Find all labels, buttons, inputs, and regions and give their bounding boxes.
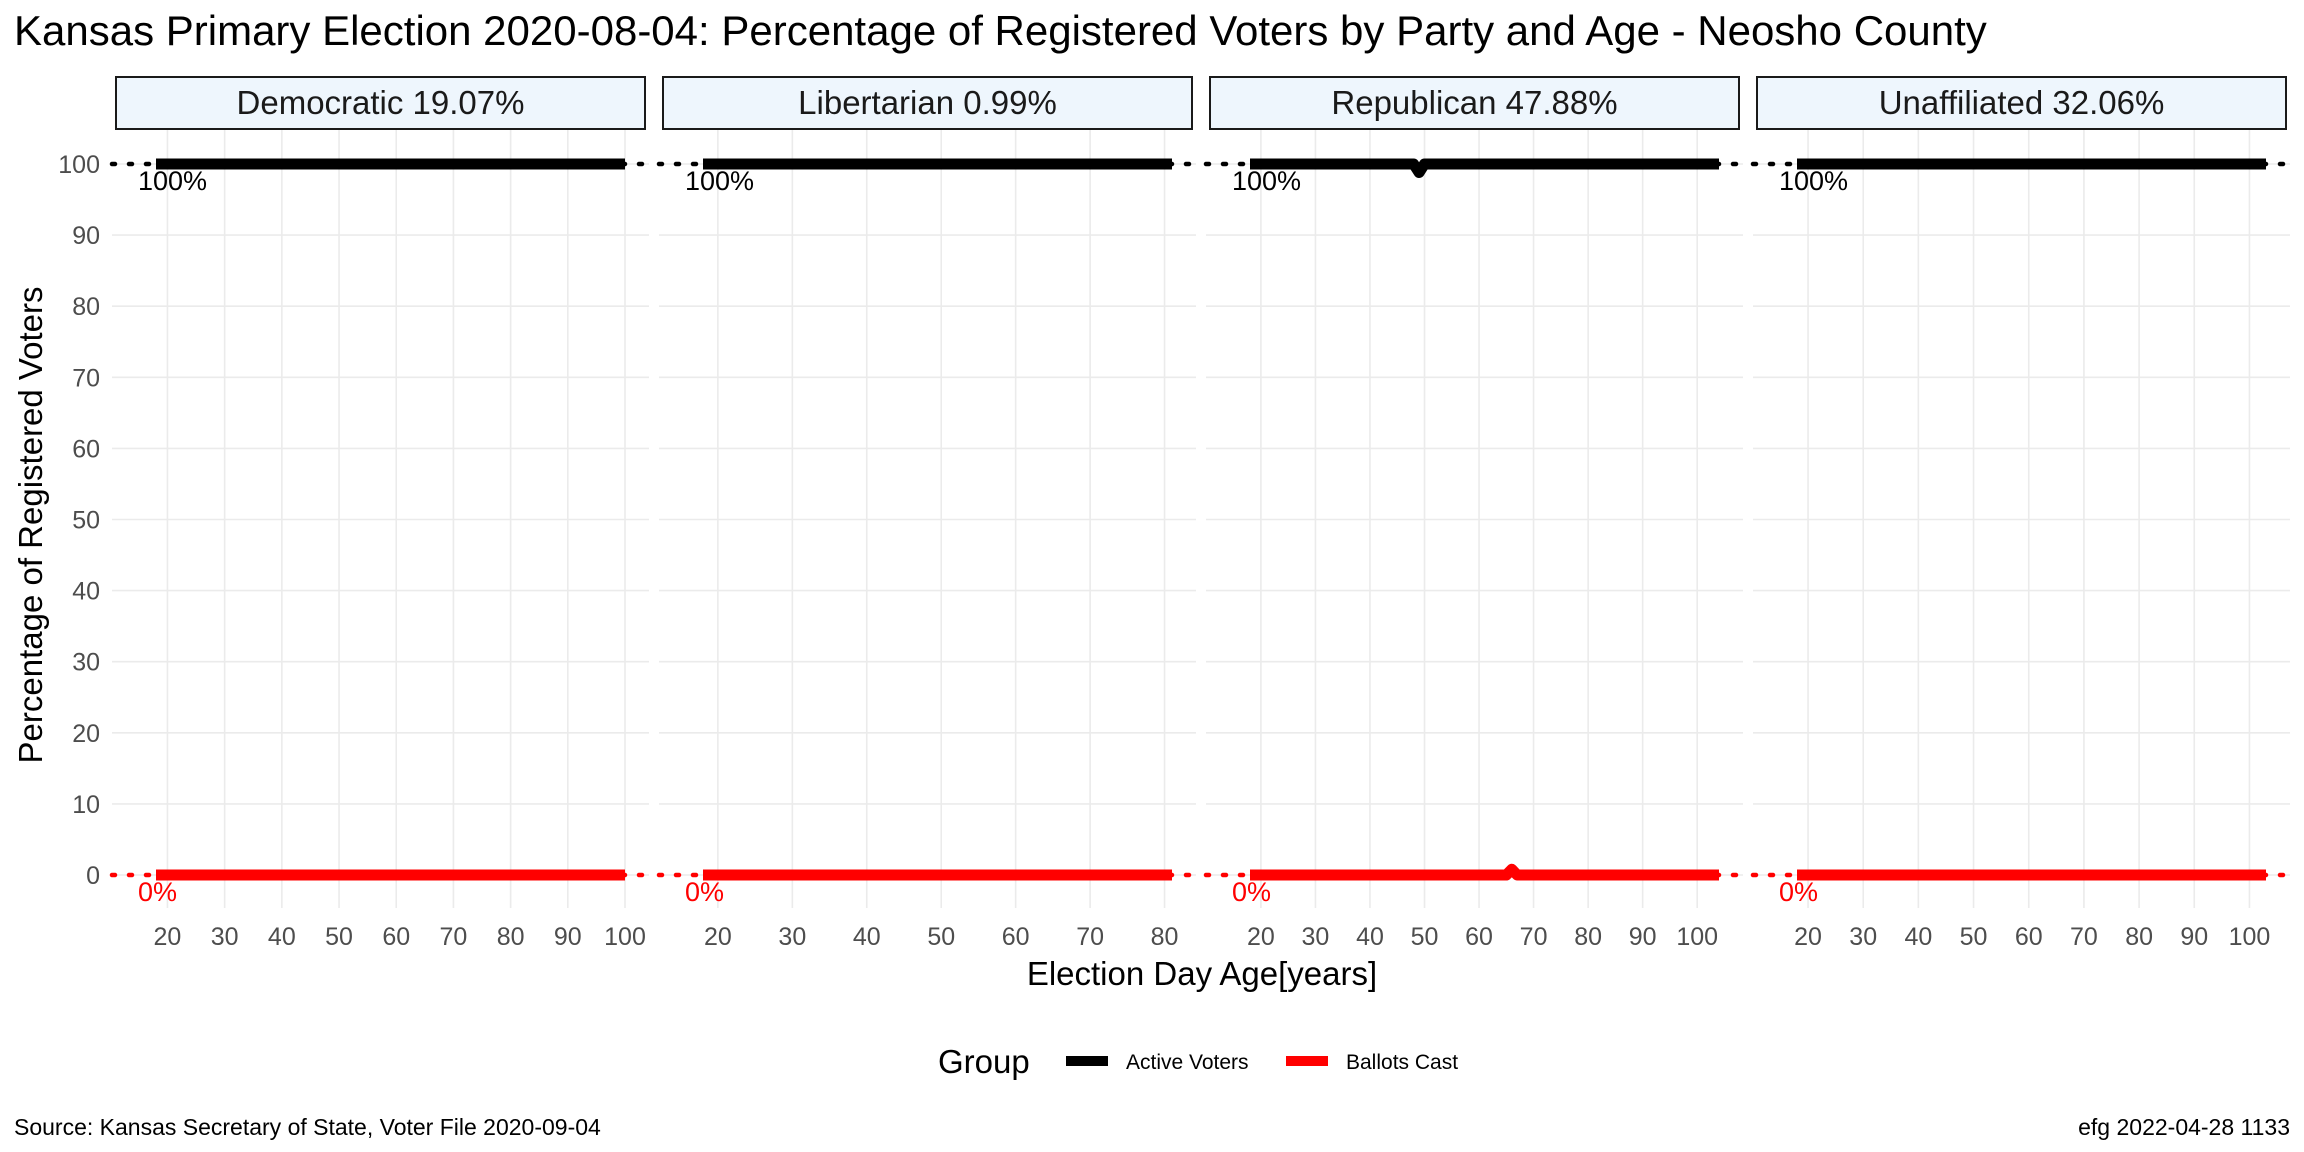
reference-label-100: 100% <box>1779 166 1848 196</box>
caption-credit: efg 2022-04-28 1133 <box>2078 1114 2290 1140</box>
legend-label-ballots-cast: Ballots Cast <box>1346 1051 1458 1074</box>
reference-label-0: 0% <box>138 877 177 907</box>
x-tick-label: 40 <box>268 923 296 951</box>
facet-strip <box>1209 76 1740 130</box>
facet-strip-label: Libertarian 0.99% <box>798 84 1057 121</box>
x-tick-label: 30 <box>778 923 806 951</box>
y-axis: 0 10 20 30 40 50 60 70 80 90 100 <box>58 151 100 890</box>
x-tick-label: 90 <box>554 923 582 951</box>
facet-strip-label: Republican 47.88% <box>1331 84 1617 121</box>
x-tick-label: 80 <box>2125 923 2153 951</box>
x-tick-label: 70 <box>1076 923 1104 951</box>
x-tick-label: 80 <box>1574 923 1602 951</box>
x-tick-label: 100 <box>2229 923 2271 951</box>
facet-panel: Libertarian 0.99% 100% 0% 20 30 40 50 60 70 80 <box>656 76 1199 951</box>
legend-title: Group <box>938 1043 1030 1080</box>
x-tick-label: 60 <box>1465 923 1493 951</box>
facet-strip <box>115 76 646 130</box>
x-tick-label: 80 <box>1151 923 1179 951</box>
x-tick-label: 40 <box>1904 923 1932 951</box>
x-tick-label: 40 <box>853 923 881 951</box>
x-tick-label: 30 <box>1849 923 1877 951</box>
y-tick-label: 50 <box>72 507 100 535</box>
y-tick-label: 90 <box>72 222 100 250</box>
y-tick-label: 10 <box>72 791 100 819</box>
y-tick-label: 100 <box>58 151 100 179</box>
x-tick-label: 20 <box>1794 923 1822 951</box>
facet-panels: Democratic 19.07% 100% 0% 20 30 40 50 60 70 80 90 1… <box>109 76 2293 951</box>
series-line-ballots-cast <box>1250 863 1719 881</box>
x-tick-label: 60 <box>1002 923 1030 951</box>
series-line-active-voters <box>1250 158 1719 178</box>
reference-label-100: 100% <box>1232 166 1301 196</box>
reference-label-0: 0% <box>1779 877 1818 907</box>
facet-panel: Democratic 19.07% 100% 0% 20 30 40 50 60 70 80 90 1… <box>109 76 652 951</box>
facet-strip-label: Unaffiliated 32.06% <box>1879 84 2165 121</box>
x-axis-label: Election Day Age[years] <box>1027 955 1377 992</box>
y-tick-label: 70 <box>72 364 100 392</box>
x-tick-label: 40 <box>1356 923 1384 951</box>
facet-strip <box>1756 76 2287 130</box>
x-tick-label: 60 <box>2015 923 2043 951</box>
facet-strip-label: Democratic 19.07% <box>237 84 525 121</box>
y-tick-label: 20 <box>72 720 100 748</box>
chart-title: Kansas Primary Election 2020-08-04: Perc… <box>14 7 1987 54</box>
facet-panel: Republican 47.88% 100% 0% 20 30 40 50 60 70 80 90 1… <box>1203 76 1746 951</box>
y-tick-label: 60 <box>72 435 100 463</box>
x-tick-label: 20 <box>704 923 732 951</box>
x-tick-label: 100 <box>1676 923 1718 951</box>
x-tick-label: 50 <box>927 923 955 951</box>
reference-label-0: 0% <box>685 877 724 907</box>
facet-strip <box>662 76 1193 130</box>
x-tick-label: 90 <box>1629 923 1657 951</box>
y-tick-label: 80 <box>72 293 100 321</box>
legend-label-active-voters: Active Voters <box>1126 1051 1249 1074</box>
reference-label-100: 100% <box>138 166 207 196</box>
x-tick-label: 60 <box>382 923 410 951</box>
facet-panel: Unaffiliated 32.06% 100% 0% 20 30 40 50 60 70 80 9… <box>1750 76 2293 951</box>
legend: Group Active Voters Ballots Cast <box>938 1043 1458 1080</box>
x-tick-label: 30 <box>211 923 239 951</box>
x-tick-label: 30 <box>1302 923 1330 951</box>
x-tick-label: 80 <box>497 923 525 951</box>
x-tick-label: 50 <box>325 923 353 951</box>
x-tick-label: 100 <box>604 923 646 951</box>
y-tick-label: 40 <box>72 578 100 606</box>
reference-label-0: 0% <box>1232 877 1271 907</box>
x-tick-label: 50 <box>1960 923 1988 951</box>
reference-label-100: 100% <box>685 166 754 196</box>
y-axis-label: Percentage of Registered Voters <box>12 287 49 764</box>
x-tick-label: 20 <box>1247 923 1275 951</box>
x-tick-label: 20 <box>154 923 182 951</box>
x-tick-label: 70 <box>2070 923 2098 951</box>
x-tick-label: 90 <box>2180 923 2208 951</box>
x-tick-label: 50 <box>1411 923 1439 951</box>
x-tick-label: 70 <box>440 923 468 951</box>
y-tick-label: 30 <box>72 649 100 677</box>
caption-source: Source: Kansas Secretary of State, Voter… <box>14 1114 601 1140</box>
x-tick-label: 70 <box>1520 923 1548 951</box>
y-tick-label: 0 <box>86 862 100 890</box>
